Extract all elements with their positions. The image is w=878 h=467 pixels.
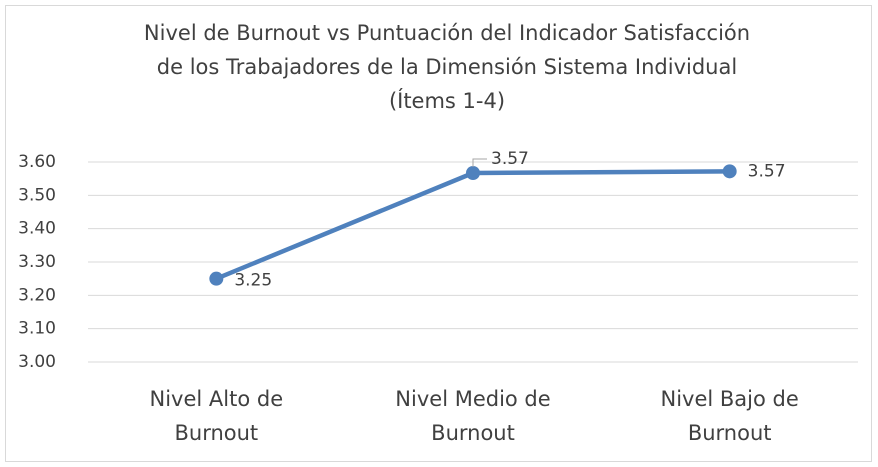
- y-tick-label: 3.30: [18, 252, 56, 272]
- y-tick-label: 3.50: [18, 185, 56, 205]
- data-point: [466, 166, 480, 180]
- chart-title: de los Trabajadores de la Dimensión Sist…: [157, 55, 737, 79]
- y-tick-label: 3.20: [18, 285, 56, 305]
- x-tick-label: Nivel Alto de Burnout: [149, 387, 284, 445]
- data-point: [209, 271, 224, 286]
- chart-title: Nivel de Burnout vs Puntuación del Indic…: [144, 21, 750, 45]
- y-tick-label: 3.10: [18, 319, 56, 339]
- data-label: 3.57: [491, 149, 529, 169]
- data-point: [722, 164, 737, 179]
- x-tick-label: Nivel Medio de Burnout: [395, 387, 551, 445]
- y-tick-label: 3.60: [18, 152, 56, 172]
- y-tick-label: 3.00: [18, 352, 56, 372]
- y-tick-label: 3.40: [18, 219, 56, 239]
- chart-border: [5, 5, 872, 462]
- data-label: 3.25: [234, 271, 272, 291]
- label-leader: [472, 158, 487, 167]
- x-tick-label: Nivel Bajo de Burnout: [660, 387, 799, 445]
- data-label: 3.57: [748, 161, 786, 181]
- chart-title: (Ítems 1-4): [389, 88, 505, 113]
